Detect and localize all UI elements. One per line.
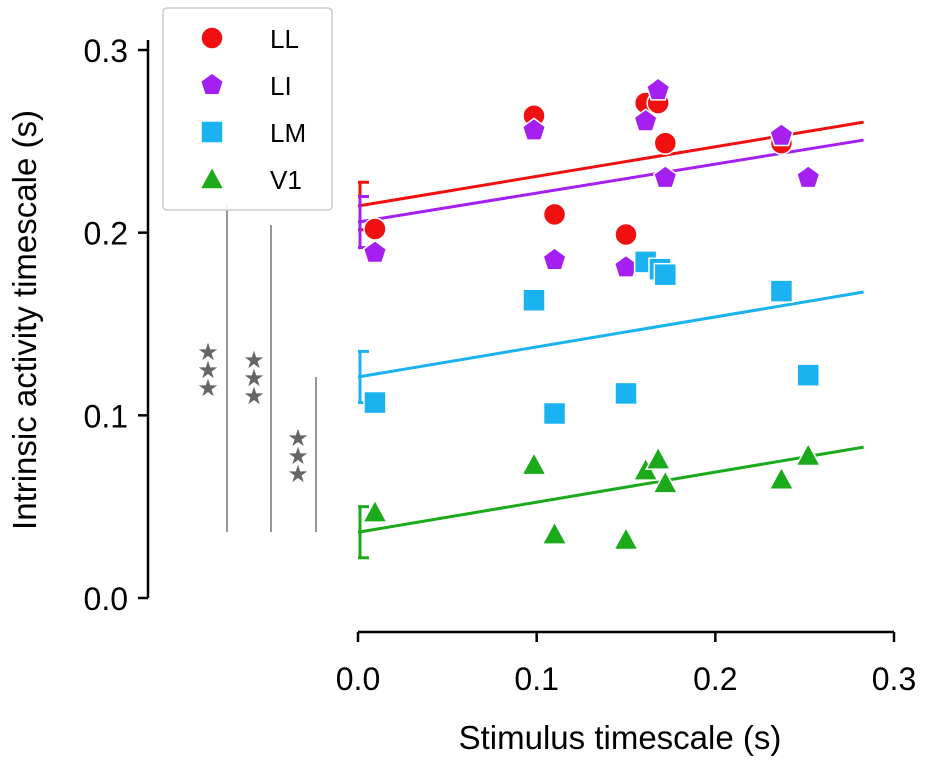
- star: ★: [197, 357, 219, 384]
- point: [520, 451, 548, 476]
- star: ★: [287, 461, 309, 488]
- y-tick-label: 0.3: [84, 33, 128, 69]
- point: [612, 525, 640, 551]
- x-tick-label: 0.3: [872, 661, 916, 697]
- star: ★: [287, 443, 309, 470]
- x-tick-label: 0.1: [514, 661, 558, 697]
- y-tick-label: 0.1: [84, 398, 128, 434]
- point: [653, 164, 678, 189]
- star: ★: [243, 383, 265, 410]
- point: [795, 164, 821, 189]
- point: [769, 122, 794, 147]
- point: [769, 279, 794, 303]
- point: [614, 222, 638, 247]
- x-tick-label: 0.2: [693, 661, 737, 697]
- x-axis-label: Stimulus timescale (s): [459, 719, 782, 756]
- point: [362, 239, 388, 264]
- star: ★: [243, 347, 265, 374]
- x-tick-label: 0.0: [336, 661, 380, 697]
- star: ★: [243, 365, 265, 392]
- significance-stars: ★ ★ ★ ★ ★ ★ ★ ★ ★: [197, 339, 309, 488]
- legend-label: LL: [270, 24, 299, 54]
- point: [542, 401, 567, 426]
- point: [633, 108, 658, 132]
- y-axis-label: Intrinsic activity timescale (s): [6, 110, 43, 530]
- point: [542, 247, 567, 271]
- point: [768, 465, 795, 491]
- point: [796, 363, 820, 387]
- legend: [162, 7, 333, 211]
- point: [652, 469, 679, 494]
- legend-marker: [199, 72, 225, 96]
- legend-marker: [198, 165, 226, 190]
- star: ★: [197, 375, 219, 402]
- legend-label: LM: [270, 118, 306, 148]
- legend-label: V1: [270, 165, 302, 195]
- legend-label: LI: [270, 71, 292, 101]
- point: [653, 262, 678, 287]
- legend-marker: [200, 26, 224, 50]
- point: [644, 445, 672, 470]
- point: [542, 202, 567, 227]
- point: [522, 288, 546, 313]
- point: [521, 117, 547, 141]
- significance: [226, 205, 317, 532]
- point: [645, 77, 671, 101]
- legend-entries: LL LI LM V1: [198, 24, 306, 195]
- fit-line: [357, 290, 864, 379]
- legend-marker: [200, 120, 224, 144]
- y-tick-label: 0.2: [84, 216, 128, 252]
- point: [653, 131, 678, 155]
- point: [541, 520, 568, 545]
- point: [363, 217, 387, 241]
- point: [363, 390, 387, 415]
- star: ★: [197, 339, 219, 366]
- point: [361, 498, 389, 523]
- fit-line: [357, 445, 864, 534]
- point: [794, 441, 822, 467]
- point: [614, 381, 638, 406]
- y-tick-label: 0.0: [84, 581, 128, 617]
- star: ★: [287, 425, 309, 452]
